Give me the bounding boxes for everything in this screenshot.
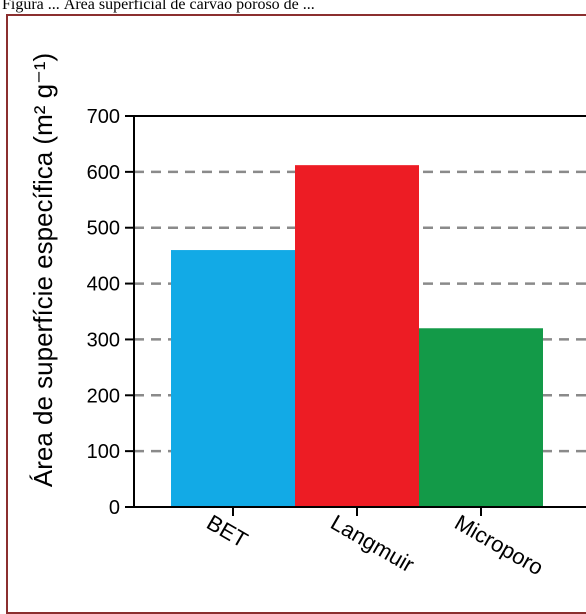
y-axis-label: Área de superfície específica (m² g⁻¹) bbox=[28, 53, 58, 487]
y-tick-label-700: 700 bbox=[87, 106, 120, 128]
y-tick-label-400: 400 bbox=[87, 274, 120, 296]
x-tick-label-bet: BET bbox=[203, 510, 253, 553]
bar-langmuir bbox=[295, 165, 419, 507]
x-tick-labels: BET Langmuir Microporo bbox=[203, 510, 548, 581]
bars bbox=[171, 165, 543, 508]
bar-chart: 0 100 200 300 400 500 600 700 BET Langmuir Microp… bbox=[28, 53, 586, 581]
y-tick-label-300: 300 bbox=[87, 329, 120, 351]
x-tick-label-microporo: Microporo bbox=[451, 510, 548, 581]
bar-microporo bbox=[419, 328, 543, 507]
x-tick-label-langmuir: Langmuir bbox=[327, 510, 419, 578]
y-tick-label-500: 500 bbox=[87, 218, 120, 240]
y-tick-labels: 0 100 200 300 400 500 600 700 bbox=[87, 106, 120, 519]
bar-bet bbox=[171, 250, 295, 508]
axes bbox=[125, 115, 586, 516]
y-tick-label-0: 0 bbox=[109, 497, 120, 519]
y-tick-label-200: 200 bbox=[87, 385, 120, 407]
figure-caption: Figura ... Área superficial de carvão po… bbox=[2, 0, 315, 13]
y-tick-label-100: 100 bbox=[87, 441, 120, 463]
y-tick-label-600: 600 bbox=[87, 162, 120, 184]
